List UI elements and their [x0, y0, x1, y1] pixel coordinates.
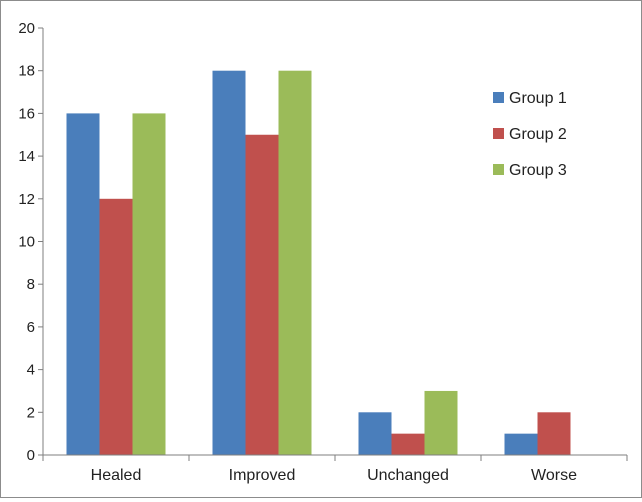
bar-unchanged-group-3 — [424, 390, 458, 455]
bar-healed-group-1 — [66, 113, 100, 456]
legend-label: Group 2 — [509, 126, 567, 143]
x-axis: Healed Improved Unchanged Worse — [42, 454, 628, 484]
bar-healed-group-3 — [132, 113, 166, 456]
bars-group — [66, 70, 571, 456]
legend-label: Group 1 — [509, 90, 567, 107]
y-tick-label: 2 — [27, 404, 35, 421]
bar-unchanged-group-1 — [358, 412, 392, 455]
y-tick-label: 16 — [18, 105, 35, 122]
y-tick-label: 18 — [18, 63, 35, 80]
bar-worse-group-1 — [504, 433, 538, 455]
y-tick-label: 4 — [27, 362, 35, 379]
x-tick-label-unchanged: Unchanged — [367, 467, 449, 484]
y-tick-label: 20 — [18, 20, 35, 37]
bar-improved-group-2 — [245, 134, 279, 455]
bar-unchanged-group-2 — [391, 433, 425, 455]
legend-swatch — [493, 128, 504, 139]
bar-healed-group-2 — [99, 198, 133, 456]
x-tick-label-improved: Improved — [229, 467, 296, 484]
x-tick-label-worse: Worse — [531, 467, 577, 484]
legend-swatch — [493, 92, 504, 103]
legend: Group 1 Group 2 Group 3 — [493, 90, 567, 179]
bar-improved-group-3 — [278, 70, 312, 455]
y-axis: 0 2 4 6 8 10 12 14 16 18 20 — [18, 20, 44, 464]
y-tick-label: 6 — [27, 319, 35, 336]
y-tick-label: 0 — [27, 447, 35, 464]
y-tick-label: 12 — [18, 191, 35, 208]
bar-worse-group-2 — [537, 412, 571, 455]
legend-swatch — [493, 164, 504, 175]
y-tick-label: 8 — [27, 276, 35, 293]
legend-label: Group 3 — [509, 162, 567, 179]
y-tick-label: 14 — [18, 148, 35, 165]
bar-improved-group-1 — [212, 70, 246, 455]
x-tick-label-healed: Healed — [91, 467, 142, 484]
y-tick-label: 10 — [18, 234, 35, 251]
